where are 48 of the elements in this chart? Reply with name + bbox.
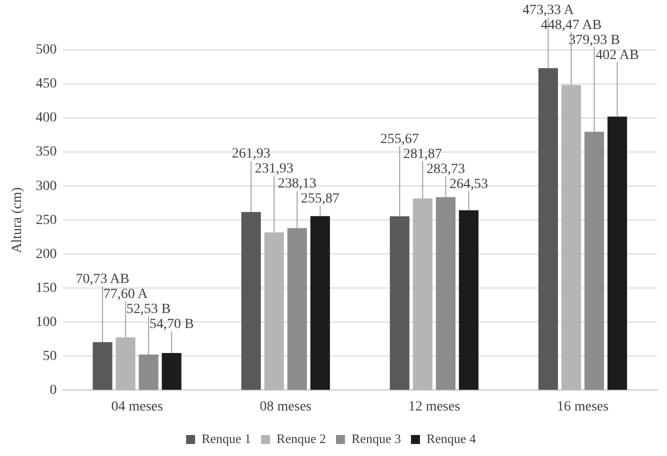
x-tick-label: 04 meses: [111, 399, 163, 414]
data-label: 255,67: [380, 132, 419, 147]
y-axis-title: Altura (cm): [10, 186, 26, 253]
data-label: 238,13: [278, 176, 316, 192]
bar: [390, 216, 410, 390]
data-label: 77,60 A: [103, 287, 149, 302]
y-tick-label: 400: [36, 110, 57, 126]
bar: [538, 68, 558, 390]
y-tick-label: 450: [36, 76, 57, 92]
legend-label: Renque 1: [202, 430, 252, 446]
x-tick-label: 08 meses: [260, 399, 312, 414]
bar: [458, 210, 478, 390]
data-label: 281,87: [403, 146, 442, 162]
legend-label: Renque 4: [426, 430, 476, 446]
data-label: 402 AB: [596, 48, 639, 63]
data-label: 473,33 A: [522, 2, 575, 18]
bar: [241, 212, 261, 390]
x-tick-label: 16 meses: [556, 399, 609, 414]
bar: [584, 132, 604, 390]
y-tick-label: 300: [36, 178, 57, 194]
y-tick-label: 100: [36, 314, 57, 330]
y-tick-label: 350: [36, 144, 57, 160]
bar: [92, 342, 112, 390]
data-label: 54,70 B: [149, 317, 194, 332]
data-label: 283,73: [426, 162, 465, 177]
bar: [138, 354, 158, 390]
data-label: 379,93 B: [568, 32, 620, 48]
data-label: 70,73 AB: [76, 272, 130, 288]
y-tick-label: 50: [42, 348, 57, 364]
legend-label: Renque 2: [276, 430, 326, 446]
bar: [436, 197, 456, 390]
y-tick-label: 500: [36, 42, 57, 58]
x-tick-label: 12 meses: [408, 399, 460, 414]
data-label: 264,53: [449, 176, 488, 192]
bar: [310, 216, 330, 390]
data-label: 52,53 B: [126, 302, 171, 318]
bar: [287, 228, 307, 390]
bar: [607, 116, 628, 390]
data-label: 231,93: [254, 162, 294, 177]
y-tick-label: 0: [50, 382, 57, 398]
y-tick-label: 200: [36, 246, 57, 262]
data-label: 261,93: [232, 146, 270, 162]
data-label: 255,87: [300, 192, 340, 207]
legend-label: Renque 3: [352, 430, 401, 446]
data-label: 448,47 AB: [540, 18, 602, 33]
y-tick-label: 250: [36, 212, 57, 228]
bar: [162, 352, 182, 390]
y-tick-label: 150: [36, 280, 57, 296]
